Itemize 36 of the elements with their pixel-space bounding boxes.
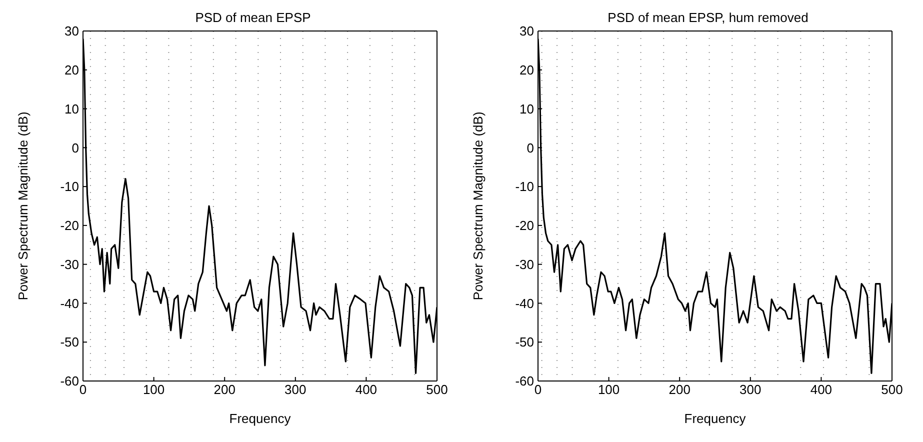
y-tick-label: -40 bbox=[515, 296, 534, 311]
chart-title: PSD of mean EPSP bbox=[194, 10, 312, 25]
x-tick-label: 100 bbox=[598, 382, 620, 398]
y-tick-label: -20 bbox=[60, 218, 79, 234]
y-tick-label: -50 bbox=[515, 334, 534, 350]
x-tick-label: 400 bbox=[355, 382, 378, 398]
x-axis-title: Frequency bbox=[229, 411, 292, 426]
y-tick-label: 10 bbox=[64, 101, 79, 116]
x-tick-label: 200 bbox=[214, 382, 236, 398]
y-tick-label: -60 bbox=[60, 374, 79, 389]
x-tick-label: 500 bbox=[881, 382, 903, 398]
y-tick-label: -30 bbox=[60, 256, 79, 272]
y-tick-label: 0 bbox=[72, 140, 79, 156]
y-axis-title: Power Spectrum Magnitude (dB) bbox=[16, 112, 31, 300]
chart-title: PSD of mean EPSP, hum removed bbox=[606, 10, 810, 25]
x-tick-label: 200 bbox=[668, 382, 690, 398]
y-tick-label: 30 bbox=[64, 24, 79, 39]
x-axis-title: Frequency bbox=[684, 411, 746, 426]
y-tick-label: -20 bbox=[515, 218, 534, 234]
y-tick-label: -10 bbox=[60, 179, 79, 194]
y-tick-label: -50 bbox=[60, 334, 79, 350]
y-tick-label: -60 bbox=[515, 374, 534, 389]
y-axis-title: Power Spectrum Magnitude (dB) bbox=[470, 112, 486, 300]
y-tick-label: 20 bbox=[64, 62, 79, 78]
y-tick-label: -30 bbox=[515, 256, 534, 272]
y-tick-label: 0 bbox=[526, 140, 534, 156]
y-tick-label: 30 bbox=[520, 24, 534, 39]
x-tick-label: 400 bbox=[810, 382, 832, 398]
x-tick-label: 300 bbox=[740, 382, 762, 398]
x-tick-label: 500 bbox=[426, 382, 448, 398]
y-tick-label: 20 bbox=[520, 62, 534, 78]
x-tick-label: 300 bbox=[284, 382, 306, 398]
y-tick-label: 10 bbox=[520, 101, 534, 116]
x-tick-label: 100 bbox=[142, 382, 165, 398]
y-tick-label: -40 bbox=[60, 296, 79, 311]
y-tick-label: -10 bbox=[515, 179, 534, 194]
